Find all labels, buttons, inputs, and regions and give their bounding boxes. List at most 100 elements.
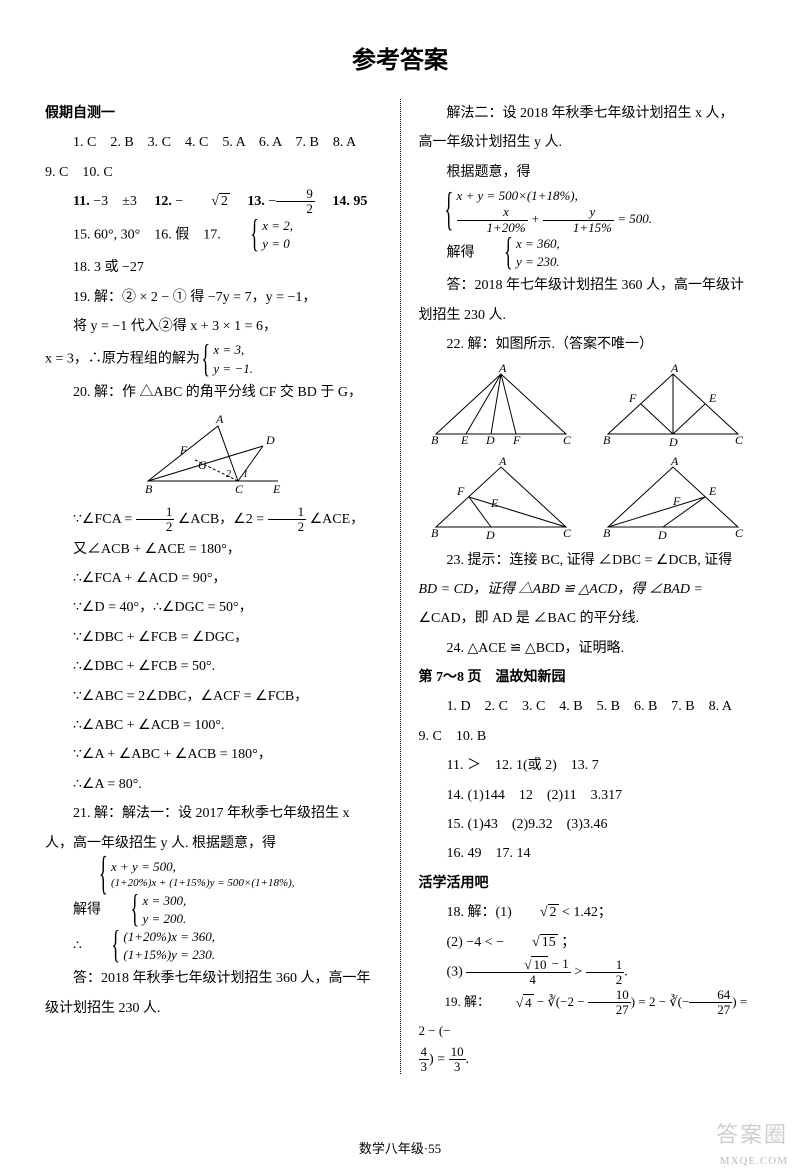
s3-19b: 43) = 103. — [419, 1045, 756, 1075]
ans-14: 14. 95 — [332, 194, 367, 209]
svg-text:B: B — [431, 526, 439, 540]
svg-text:B: B — [431, 433, 439, 447]
content-columns: 假期自测一 1. C 2. B 3. C 4. C 5. A 6. A 7. B… — [45, 99, 755, 1074]
r23a: 23. 提示：连接 BC, 证得 ∠DBC = ∠DCB, 证得 — [419, 546, 756, 575]
ans-20d: ∴∠FCA + ∠ACD = 90°， — [45, 564, 382, 593]
s2-ans-14: 14. (1)144 12 (2)11 3.317 — [419, 781, 756, 810]
r4b: 划招生 230 人. — [419, 301, 756, 330]
answers-1-8: 1. C 2. B 3. C 4. C 5. A 6. A 7. B 8. A — [45, 128, 382, 157]
s3-18-3: (3) √10 − 14 > 12. — [419, 957, 756, 987]
ans-21d: ∴ (1+20%)x = 360, (1+15%)y = 230. — [45, 928, 382, 964]
brace-r2: x + y = 500×(1+18%), x1+20% + y1+15% = 5… — [419, 187, 653, 235]
svg-text:E: E — [708, 391, 717, 405]
svg-text:F: F — [628, 391, 637, 405]
svg-text:C: C — [563, 526, 572, 540]
svg-text:E: E — [490, 496, 499, 510]
svg-text:E: E — [460, 433, 469, 447]
frac-13: 92 — [276, 187, 315, 217]
ans-20k: ∴∠A = 80°. — [45, 770, 382, 799]
brace-r3: x = 360, y = 230. — [478, 235, 560, 271]
answers-15-17: 15. 60°, 30° 16. 假 17. x = 2, y = 0 — [45, 217, 382, 253]
ans-20h: ∵∠ABC = 2∠DBC，∠ACF = ∠FCB， — [45, 682, 382, 711]
num-11: 11. — [73, 194, 90, 209]
ans-21a: 21. 解：解法一：设 2017 年秋季七年级招生 x — [45, 799, 382, 828]
ans-21b: x + y = 500, (1+20%)x + (1+15%)y = 500×(… — [45, 858, 382, 892]
svg-text:B: B — [603, 433, 611, 447]
svg-text:E: E — [708, 484, 717, 498]
right-column: 解法二：设 2018 年秋季七年级计划招生 x 人， 高一年级计划招生 y 人.… — [419, 99, 756, 1074]
brace-21-3: (1+20%)x = 360, (1+15%)y = 230. — [85, 928, 215, 964]
ans-19c: x = 3，∴原方程组的解为 x = 3, y = −1. — [45, 341, 382, 377]
figure-20: B A C E D F G 2 1 — [118, 411, 308, 501]
svg-text:D: D — [657, 528, 667, 542]
ans-20e: ∵∠D = 40°，∴∠DGC = 50°， — [45, 593, 382, 622]
r2: 根据题意，得 x + y = 500×(1+18%), x1+20% + y1+… — [419, 158, 756, 235]
left-column: 假期自测一 1. C 2. B 3. C 4. C 5. A 6. A 7. B… — [45, 99, 382, 1074]
s2-ans-15: 15. (1)43 (2)9.32 (3)3.46 — [419, 810, 756, 839]
num-12: 12. — [154, 194, 172, 209]
brace-17: x = 2, y = 0 — [224, 217, 293, 253]
ans-19a: 19. 解：② × 2 − ① 得 −7y = 7，y = −1， — [45, 283, 382, 312]
svg-text:F: F — [672, 494, 681, 508]
watermark: 答案圈 — [716, 1117, 788, 1149]
svg-text:C: C — [735, 526, 744, 540]
s2-ans-11-13: 11. ＞ 12. 1(或 2) 13. 7 — [419, 751, 756, 780]
r24: 24. △ACE ≌ △BCD，证明略. — [419, 634, 756, 663]
section-heading-2: 第 7～8 页 温故知新园 — [419, 663, 756, 692]
s2-ans-9-10: 9. C 10. B — [419, 722, 756, 751]
ans-20g: ∴∠DBC + ∠FCB = 50°. — [45, 652, 382, 681]
svg-text:C: C — [563, 433, 572, 447]
figure-22-row2: A FE BD C A FE BD C — [419, 453, 756, 546]
ans-19b: 将 y = −1 代入②得 x + 3 × 1 = 6， — [45, 312, 382, 341]
s3-18-1: 18. 解：(1)√2 < 1.42； — [419, 898, 756, 927]
r23b: BD = CD，证得 △ABD ≌ △ACD，得 ∠BAD = — [419, 575, 756, 604]
svg-text:D: D — [485, 433, 495, 447]
svg-text:A: A — [215, 412, 224, 426]
svg-text:A: A — [498, 364, 507, 375]
ans-20c: 又∠ACB + ∠ACE = 180°， — [45, 535, 382, 564]
svg-text:D: D — [668, 435, 678, 449]
svg-text:E: E — [272, 482, 281, 496]
svg-text:A: A — [670, 457, 679, 468]
section-heading-3: 活学活用吧 — [419, 869, 756, 898]
ans-18: 18. 3 或 −27 — [45, 253, 382, 282]
r1b: 高一年级计划招生 y 人. — [419, 128, 756, 157]
ans-20i: ∴∠ABC + ∠ACB = 100°. — [45, 711, 382, 740]
svg-text:G: G — [198, 458, 207, 472]
r4: 答：2018 年七年级计划招生 360 人，高一年级计 — [419, 271, 756, 300]
r3: 解得 x = 360, y = 230. — [419, 235, 756, 271]
ans-21e2: 级计划招生 230 人. — [45, 994, 382, 1023]
svg-text:C: C — [735, 433, 744, 447]
answers-9-10: 9. C 10. C — [45, 158, 382, 187]
s2-ans-1-8: 1. D 2. C 3. C 4. B 5. B 6. B 7. B 8. A — [419, 692, 756, 721]
ans-11: −3 ±3 — [93, 194, 137, 209]
watermark-url: MXQE.COM — [720, 1155, 788, 1167]
ans-13-pre: − — [268, 194, 276, 209]
s3-18-2: (2) −4 < −√15 ； — [419, 928, 756, 957]
svg-text:2: 2 — [226, 469, 231, 480]
svg-text:F: F — [456, 484, 465, 498]
svg-text:B: B — [145, 482, 153, 496]
ans-20b: ∵∠FCA = 12 ∠ACB，∠2 = 12 ∠ACE， — [45, 505, 382, 535]
ans-12-pre: − — [175, 194, 183, 209]
svg-text:D: D — [485, 528, 495, 542]
svg-text:F: F — [512, 433, 521, 447]
ans-20a: 20. 解：作 △ABC 的角平分线 CF 交 BD 于 G， — [45, 378, 382, 407]
s3-19: 19. 解：√4 − ∛(−2 − 1027) = 2 − ∛(−6427) =… — [419, 988, 756, 1045]
svg-text:A: A — [498, 457, 507, 468]
r22: 22. 解：如图所示.（答案不唯一） — [419, 330, 756, 359]
page-title: 参考答案 — [45, 40, 755, 75]
brace-19: x = 3, y = −1. — [203, 341, 253, 377]
column-divider — [400, 99, 401, 1074]
svg-text:C: C — [235, 482, 244, 496]
page-footer: 数学八年级·55 — [0, 1138, 800, 1157]
ans-20f: ∵∠DBC + ∠FCB = ∠DGC， — [45, 623, 382, 652]
svg-text:A: A — [670, 364, 679, 375]
r1: 解法二：设 2018 年秋季七年级计划招生 x 人， — [419, 99, 756, 128]
s2-ans-16-17: 16. 49 17. 14 — [419, 839, 756, 868]
svg-text:1: 1 — [243, 469, 248, 480]
svg-text:D: D — [265, 433, 275, 447]
r23c: ∠CAD，即 AD 是 ∠BAC 的平分线. — [419, 604, 756, 633]
svg-text:F: F — [179, 443, 188, 457]
figure-22-row1: A B E D F C A F E B D C — [419, 360, 756, 453]
